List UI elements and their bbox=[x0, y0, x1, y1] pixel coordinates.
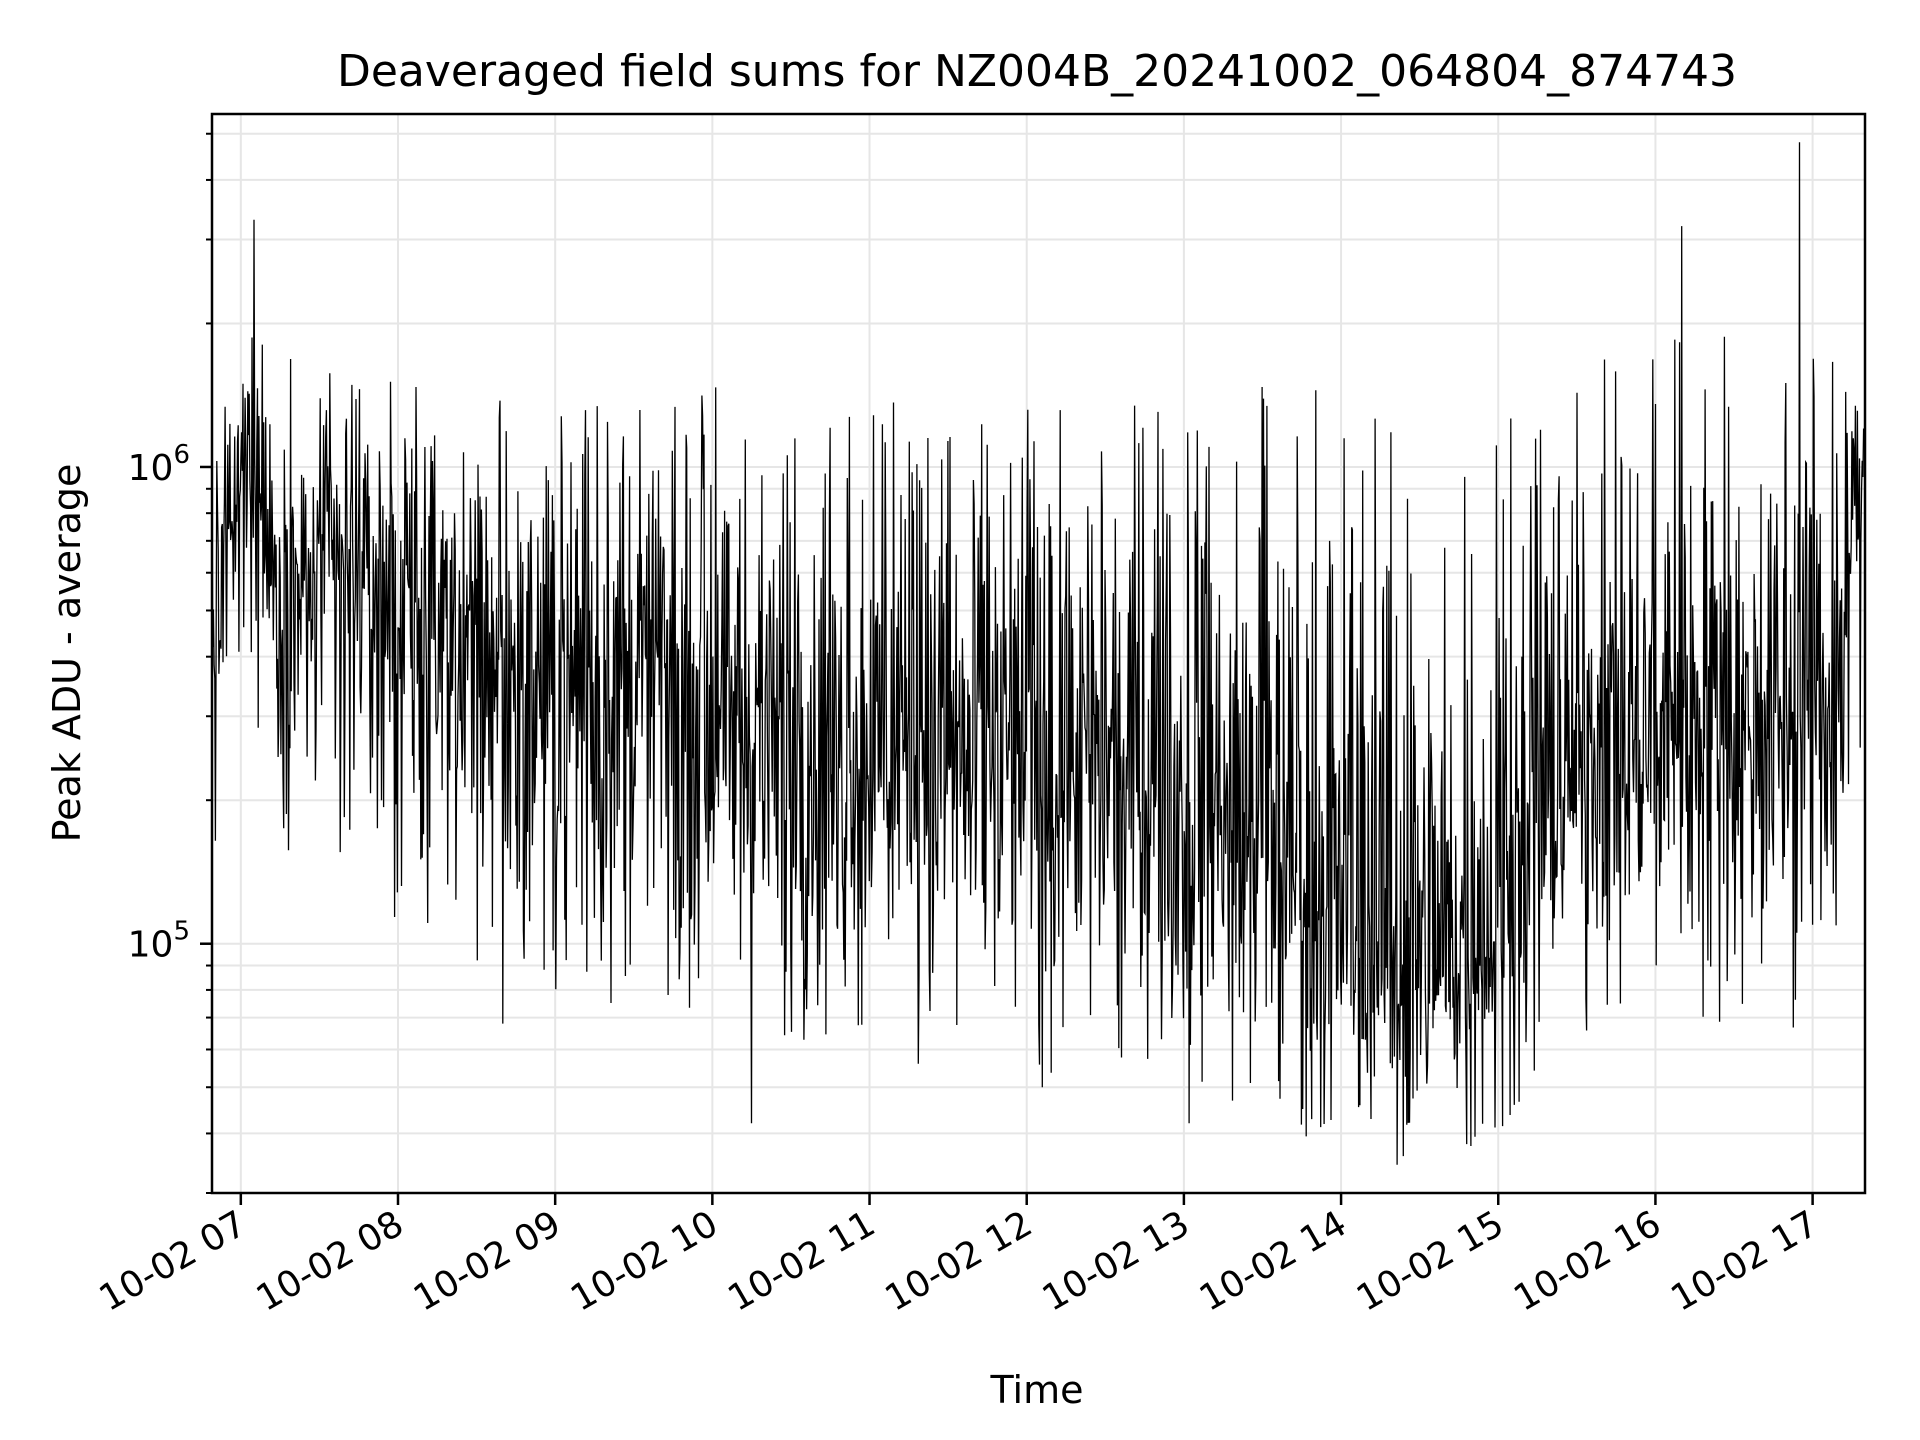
y-tick-label: 106 bbox=[128, 440, 190, 489]
y-tick-base: 10 bbox=[128, 925, 174, 966]
series-line bbox=[211, 142, 1866, 1165]
y-tick-exponent: 6 bbox=[173, 440, 190, 470]
series-layer bbox=[211, 142, 1866, 1165]
y-tick-label: 105 bbox=[128, 917, 190, 966]
y-tick-exponent: 5 bbox=[173, 917, 190, 947]
y-tick-base: 10 bbox=[128, 448, 174, 489]
x-axis-label: Time bbox=[990, 1368, 1084, 1412]
chart-title: Deaveraged field sums for NZ004B_2024100… bbox=[337, 46, 1737, 97]
plot-frame bbox=[210, 112, 1867, 1195]
y-axis-label: Peak ADU - average bbox=[45, 464, 89, 843]
